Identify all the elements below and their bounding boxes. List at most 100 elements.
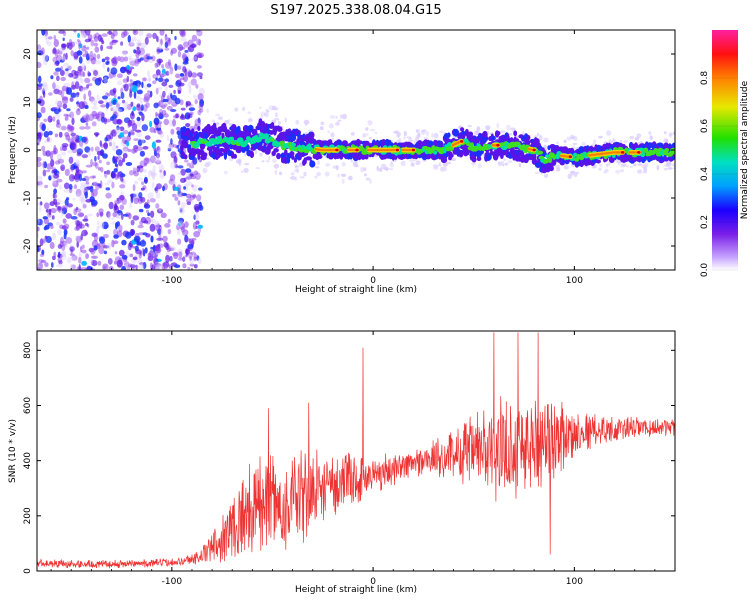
spectrogram-faint-cell [403,130,407,137]
spectrogram-noise-cell [44,55,50,62]
spectrogram-noise-cell [174,264,181,269]
spectrogram-noise-cell [44,235,48,239]
spectrogram-noise-cell [163,113,169,118]
spectrogram-noise-cell [155,203,160,209]
spectrogram-noise-cell [122,78,129,83]
spectrogram-noise-cell [49,153,54,160]
spectrogram-noise-cell [135,264,138,270]
spectrogram-noise-cell [128,212,132,220]
spectrogram-noise-cell [139,51,147,58]
spectrogram-faint-cell [433,132,439,139]
spectrogram-noise-cell [110,107,114,112]
spectrogram-noise-cell [196,255,200,261]
spectrogram-noise-cell [198,187,203,191]
spectrogram-noise-cell [85,122,89,126]
spectrogram-noise-cell [136,89,143,95]
spectrogram-noise-cell [79,184,86,190]
spectrogram-noise-cell [163,118,170,126]
spectrogram-noise-cell [123,56,129,62]
spectrogram-faint-cell [664,131,667,135]
spectrogram-faint-cell [608,161,611,166]
spectrogram-ridge-cell [476,156,482,162]
spectrogram-noise-cell [152,32,158,40]
spectrogram-noise-cell [150,246,154,250]
spectrogram-noise-cell [193,54,198,62]
spectrogram-noise-cell [75,134,80,143]
spectrogram-noise-cell [93,245,98,251]
spectrogram-noise-cell [196,72,203,77]
spectrogram-noise-cell [129,264,136,268]
spectrogram-noise-cell [58,30,66,34]
spectrogram-ridge-cell [236,125,241,133]
spectrogram-noise-cell [56,153,62,161]
spectrogram-noise-cell [153,128,157,134]
spectrogram-noise-cell [76,241,79,248]
spectrogram-noise-cell [64,168,70,177]
spectrogram-noise-cell [83,65,87,71]
spectrogram-noise-cell [185,181,193,186]
spectrogram-noise-cell [133,235,141,243]
spectrogram-noise-cell [45,209,49,213]
spectrogram-noise-cell [40,47,45,55]
spectrogram-ridge-cell [596,159,601,164]
spectrogram-noise-cell [113,110,117,115]
spectrogram-faint-cell [556,141,559,145]
spectrogram-noise-cell [180,225,186,233]
spectrogram-noise-cell [150,235,154,243]
spectrogram-noise-cell [147,212,151,217]
spectrogram-noise-cell [177,238,182,245]
spectrogram-faint-cell [367,120,373,126]
spectrogram-noise-cell [82,204,87,209]
spectrogram-noise-cell [133,145,139,150]
spectrogram-noise-cell [182,61,189,65]
spectrogram-ridge-cell [249,150,255,159]
spectrogram-noise-cell [127,121,130,128]
spectrogram-noise-cell [104,137,108,142]
spectrogram-noise-cell [160,72,166,78]
spectrogram-noise-cell [170,151,177,159]
spectrogram-noise-cell [122,99,126,104]
spectrogram-noise-cell [90,146,94,152]
spectrogram-noise-cell [170,109,177,112]
spectrogram-noise-cell [162,261,170,269]
spectrogram-noise-cell [146,159,154,164]
spectrogram-ridge-cell [240,131,247,137]
spectrogram-noise-cell [37,218,44,226]
spectrogram-noise-cell [37,181,42,188]
spectrogram-noise-cell [142,104,148,112]
spectrogram-noise-cell [77,108,80,112]
spectrogram-noise-cell [185,168,192,173]
spectrogram-noise-cell [71,117,75,126]
spectrogram-core-cell [664,148,670,153]
spectrogram-noise-cell [129,91,133,98]
spectrogram-faint-cell [485,125,491,131]
spectrogram-noise-cell [179,208,183,213]
spectrogram-core-cell [640,151,646,158]
spectrogram-noise-cell [130,193,134,200]
spectrogram-noise-cell [136,116,141,122]
spectrogram-faint-cell [636,133,642,139]
spectrogram-y-ticks: 20 10 0 -10 -20 [23,48,675,253]
spectrogram-noise-cell [81,32,87,38]
spectrogram-noise-cell [167,59,172,67]
spectrogram-noise-cell [129,201,133,210]
spectrogram-noise-cell [194,56,197,61]
spectrogram-ridge-cell [309,160,316,168]
spectrogram-faint-cell [374,154,378,157]
spectrogram-noise-cell [167,70,174,75]
spectrogram-noise-cell [158,164,165,172]
spectrogram-noise-cell [198,108,204,113]
spectrogram-noise-cell [119,204,125,211]
spectrogram-noise-cell [155,160,162,165]
spectrogram-noise-cell [141,247,145,256]
spectrogram-noise-cell [184,221,189,228]
spectrogram-peak-cell [532,148,536,152]
spectrogram-peak-cell [335,148,339,152]
spectrogram-noise-cell [180,37,187,42]
spectrogram-noise-cell [57,100,63,108]
spectrogram-noise-cell [86,46,90,50]
spectrogram-noise-cell [37,245,40,252]
spectrogram-noise-cell [191,185,198,192]
spectrogram-noise-cell [162,185,165,192]
spectrogram-noise-cell [195,225,199,229]
